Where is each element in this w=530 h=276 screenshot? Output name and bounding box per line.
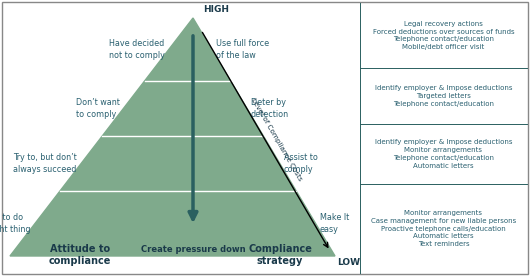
Text: Level of Compliance Costs: Level of Compliance Costs — [250, 97, 303, 181]
Text: Have decided
not to comply: Have decided not to comply — [109, 39, 165, 60]
Text: Compliance
strategy: Compliance strategy — [248, 245, 312, 266]
Text: HIGH: HIGH — [203, 5, 229, 14]
Text: Use full force
of the law: Use full force of the law — [216, 39, 269, 60]
Text: Monitor arrangements
Case management for new liable persons
Proactive telephone : Monitor arrangements Case management for… — [371, 210, 516, 247]
Text: Make It
easy: Make It easy — [320, 213, 349, 233]
Text: Willing to do
the right thing: Willing to do the right thing — [0, 213, 31, 233]
Text: Deter by
detection: Deter by detection — [251, 99, 289, 119]
Text: Identify employer & Impose deductions
Targeted letters
Telephone contact/educati: Identify employer & Impose deductions Ta… — [375, 85, 513, 107]
Text: Try to, but don’t
always succeed: Try to, but don’t always succeed — [13, 153, 77, 174]
Text: Attitude to
compliance: Attitude to compliance — [49, 245, 111, 266]
Text: Identify employer & Impose deductions
Monitor arrangements
Telephone contact/edu: Identify employer & Impose deductions Mo… — [375, 139, 513, 169]
Text: Don’t want
to comply: Don’t want to comply — [76, 99, 119, 119]
Text: Create pressure down: Create pressure down — [140, 245, 245, 254]
Text: Legal recovery actions
Forced deductions over sources of funds
Telephone contact: Legal recovery actions Forced deductions… — [373, 21, 514, 50]
Polygon shape — [10, 18, 335, 256]
Text: LOW: LOW — [337, 258, 360, 267]
Text: Assist to
comply: Assist to comply — [284, 153, 317, 174]
